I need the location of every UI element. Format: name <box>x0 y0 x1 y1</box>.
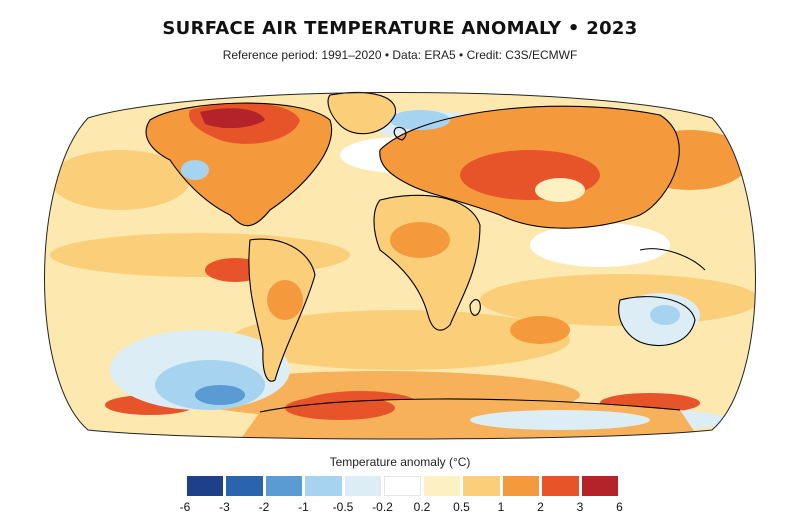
legend-tick-label: -3 <box>219 500 230 514</box>
map-subtitle: Reference period: 1991–2020 • Data: ERA5… <box>222 48 578 62</box>
legend-tick-label: -0.2 <box>372 500 393 514</box>
legend-swatch <box>581 476 618 496</box>
coastlines <box>145 92 706 413</box>
legend-swatch <box>502 476 539 496</box>
legend-title: Temperature anomaly (°C) <box>329 455 471 469</box>
legend-swatch <box>265 476 302 496</box>
legend-swatch <box>186 476 223 496</box>
legend-tick-label: -6 <box>179 500 191 514</box>
temperature-anomaly-map <box>44 92 756 440</box>
legend-tick-label: 3 <box>576 500 584 514</box>
legend-tick-label: 6 <box>616 500 623 514</box>
legend-tick-label: -0.5 <box>332 500 354 514</box>
greenland <box>328 92 396 134</box>
legend-tick-label: 0.5 <box>453 500 470 514</box>
legend-swatch <box>384 476 421 496</box>
legend-swatch <box>305 476 342 496</box>
legend-tick-label: -2 <box>258 500 270 514</box>
map-title: SURFACE AIR TEMPERATURE ANOMALY • 2023 <box>162 18 638 39</box>
legend-swatch <box>423 476 460 496</box>
globe-outline <box>44 92 756 440</box>
legend-tick-label: -1 <box>298 500 309 514</box>
anomaly-field <box>44 92 756 439</box>
color-legend: -6 -3 -2 -1 -0.5 -0.2 0.2 0.5 1 2 3 6 <box>170 472 630 522</box>
legend-swatch <box>463 476 500 496</box>
legend-swatch <box>344 476 381 496</box>
legend-swatch <box>226 476 263 496</box>
legend-swatch <box>542 476 579 496</box>
legend-tick-label: 2 <box>537 500 544 514</box>
legend-tick-label: 0.2 <box>413 500 431 514</box>
legend-tick-label: 1 <box>497 500 505 514</box>
